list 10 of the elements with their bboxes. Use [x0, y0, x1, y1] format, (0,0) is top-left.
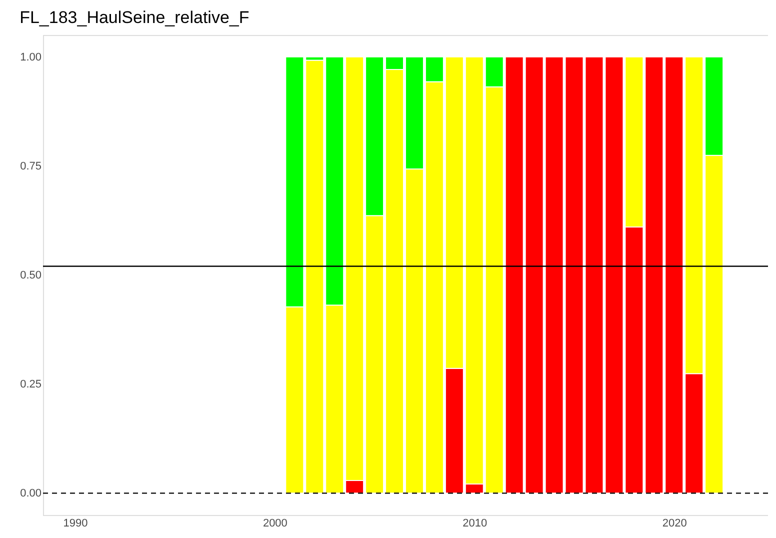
x-tick-label: 2000 — [262, 518, 288, 530]
x-tick-label: 2010 — [462, 518, 488, 530]
y-tick-label: 0.75 — [20, 160, 42, 172]
y-tick-label: 1.00 — [20, 51, 42, 64]
x-tick-label: 2020 — [662, 518, 687, 530]
x-tick-label: 1990 — [63, 518, 88, 530]
y-tick-label: 0.25 — [20, 378, 42, 391]
y-tick-label: 0.50 — [20, 270, 42, 282]
y-tick-label: 0.00 — [20, 488, 42, 500]
chart-title: FL_183_HaulSeine_relative_F — [20, 8, 250, 27]
